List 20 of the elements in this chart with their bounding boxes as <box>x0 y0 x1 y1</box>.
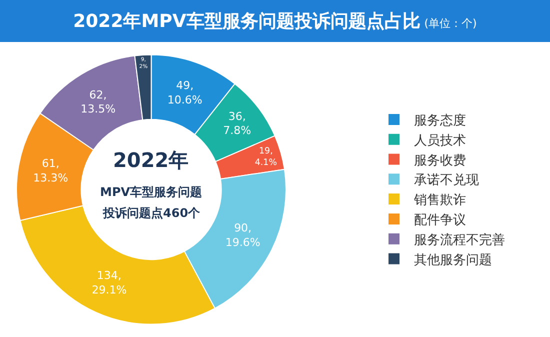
data-label: 36, 7.8% <box>223 110 252 138</box>
legend-label: 服务态度 <box>414 112 466 129</box>
legend-label: 服务流程不完善 <box>414 232 505 248</box>
legend-label: 配件争议 <box>414 213 466 228</box>
text: 投诉问题点460个 <box>102 206 202 220</box>
data-label: 19, 4.1% <box>254 146 277 168</box>
data-label: 49, 10.6% <box>167 79 202 106</box>
legend-label: 销售欺诈 <box>413 193 466 208</box>
chart-title: 2022年MPV车型服务问题投诉问题点占比 <box>73 10 420 33</box>
legend-label: 其他服务问题 <box>414 252 492 268</box>
text: 2022年 <box>113 148 189 172</box>
legend-label: 人员技术 <box>414 133 466 148</box>
data-label: 90, 19.6% <box>225 222 260 250</box>
legend-label: 承诺不兑现 <box>414 173 479 188</box>
text: MPV车型服务问题 <box>100 185 202 199</box>
legend-label: 服务收费 <box>414 153 466 168</box>
data-label: 62, 13.5% <box>80 88 116 116</box>
data-label: 61, 13.3% <box>33 157 68 184</box>
chart-subtitle: (单位：个) <box>424 16 477 30</box>
data-label: 134, 29.1% <box>92 269 127 297</box>
